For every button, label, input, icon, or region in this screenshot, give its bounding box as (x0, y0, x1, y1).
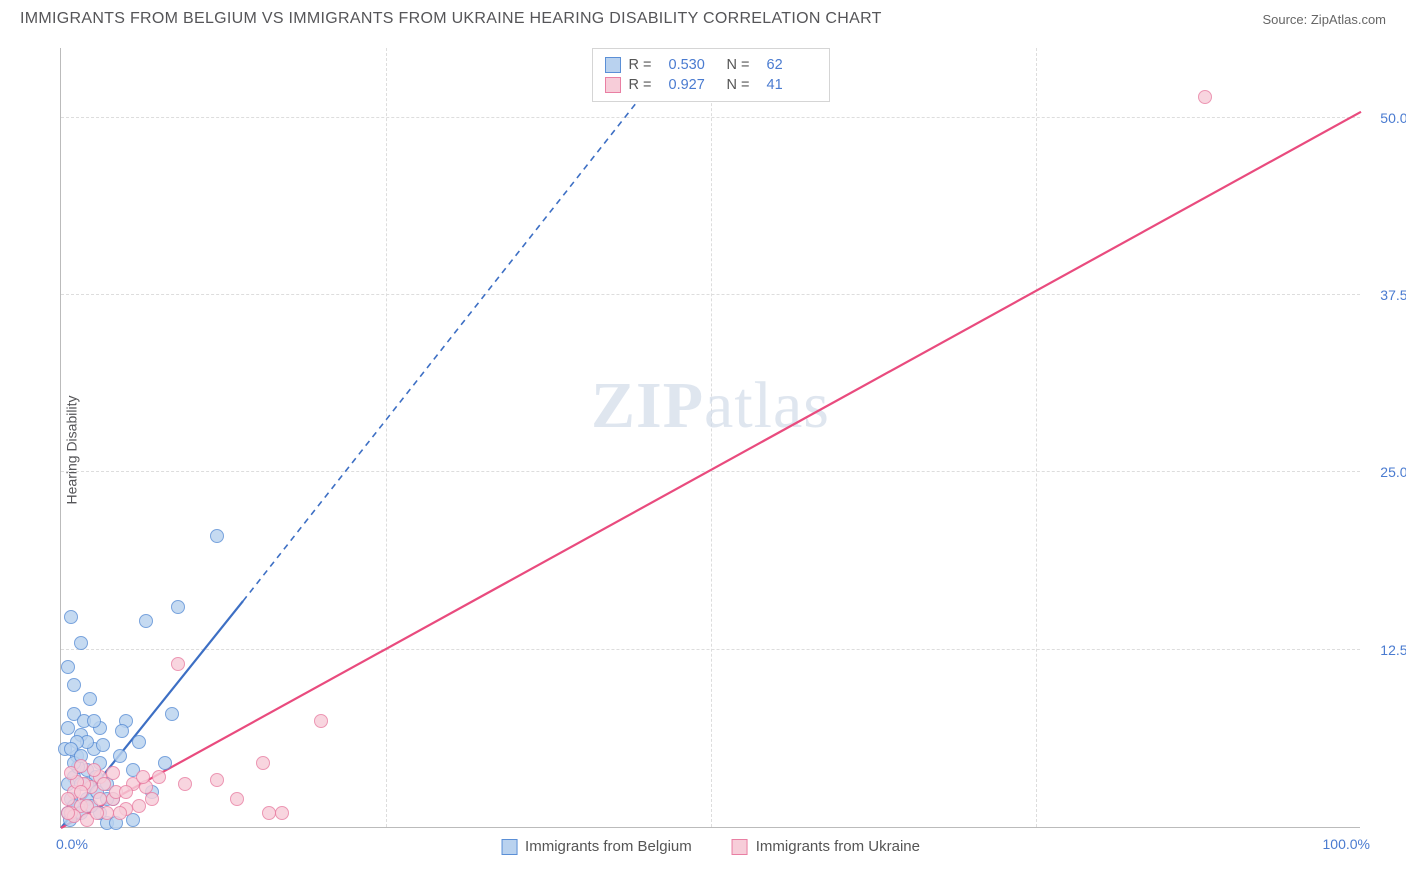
y-tick-label: 37.5% (1380, 287, 1406, 303)
chart-wrapper: Hearing Disability ZIPatlas R = 0.530 N … (25, 40, 1385, 860)
data-point (178, 777, 192, 791)
data-point (83, 692, 97, 706)
legend-item: Immigrants from Belgium (501, 838, 692, 855)
data-point (61, 792, 75, 806)
data-point (115, 724, 129, 738)
data-point (136, 770, 150, 784)
stat-value: 62 (767, 57, 817, 73)
y-tick-label: 50.0% (1380, 110, 1406, 126)
data-point (113, 806, 127, 820)
y-tick-label: 12.5% (1380, 642, 1406, 658)
swatch-icon (605, 57, 621, 73)
data-point (96, 738, 110, 752)
data-point (67, 678, 81, 692)
data-point (74, 759, 88, 773)
data-point (132, 735, 146, 749)
data-point (87, 714, 101, 728)
data-point (64, 610, 78, 624)
legend-stats-row: R = 0.927 N = 41 (605, 75, 817, 95)
data-point (171, 600, 185, 614)
stat-value: 0.927 (669, 77, 719, 93)
data-point (158, 756, 172, 770)
data-point (90, 806, 104, 820)
data-point (87, 763, 101, 777)
stat-value: 41 (767, 77, 817, 93)
legend-label: Immigrants from Ukraine (756, 838, 920, 855)
data-point (61, 806, 75, 820)
data-point (139, 614, 153, 628)
data-point (262, 806, 276, 820)
data-point (74, 636, 88, 650)
swatch-icon (501, 839, 517, 855)
data-point (230, 792, 244, 806)
data-point (275, 806, 289, 820)
header: IMMIGRANTS FROM BELGIUM VS IMMIGRANTS FR… (0, 0, 1406, 36)
data-point (61, 721, 75, 735)
data-point (74, 785, 88, 799)
stat-value: 0.530 (669, 57, 719, 73)
data-point (145, 792, 159, 806)
data-point (152, 770, 166, 784)
trend-lines (61, 48, 1360, 827)
legend-stats: R = 0.530 N = 62 R = 0.927 N = 41 (592, 48, 830, 102)
data-point (210, 773, 224, 787)
data-point (93, 792, 107, 806)
data-point (210, 529, 224, 543)
data-point (256, 756, 270, 770)
source-label: Source: ZipAtlas.com (1262, 12, 1386, 27)
stat-label: N = (727, 57, 759, 73)
legend-item: Immigrants from Ukraine (732, 838, 920, 855)
swatch-icon (605, 77, 621, 93)
data-point (314, 714, 328, 728)
legend-stats-row: R = 0.530 N = 62 (605, 55, 817, 75)
stat-label: R = (629, 57, 661, 73)
data-point (165, 707, 179, 721)
data-point (171, 657, 185, 671)
stat-label: N = (727, 77, 759, 93)
y-tick-label: 25.0% (1380, 464, 1406, 480)
swatch-icon (732, 839, 748, 855)
page-title: IMMIGRANTS FROM BELGIUM VS IMMIGRANTS FR… (20, 10, 882, 28)
data-point (132, 799, 146, 813)
x-tick-label: 0.0% (56, 836, 88, 852)
data-point (61, 660, 75, 674)
stat-label: R = (629, 77, 661, 93)
plot-area: ZIPatlas R = 0.530 N = 62 R = 0.927 N = … (60, 48, 1360, 828)
data-point (1198, 90, 1212, 104)
legend-label: Immigrants from Belgium (525, 838, 692, 855)
data-point (113, 749, 127, 763)
x-tick-label: 100.0% (1323, 836, 1370, 852)
legend-series: Immigrants from Belgium Immigrants from … (501, 838, 920, 855)
data-point (119, 785, 133, 799)
